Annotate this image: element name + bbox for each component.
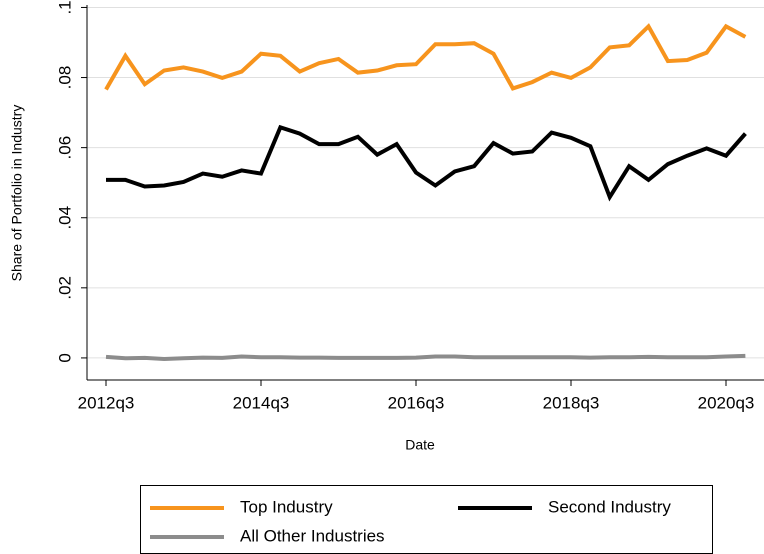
- y-tick-label: .08: [55, 66, 74, 90]
- x-tick-label: 2018q3: [543, 393, 600, 412]
- x-axis-title: Date: [405, 437, 435, 453]
- y-axis-title: Share of Portfolio in Industry: [9, 105, 25, 282]
- series-line: [106, 124, 747, 202]
- legend-box: [140, 485, 713, 554]
- legend-label: Top Industry: [240, 497, 333, 516]
- y-tick-label: .04: [55, 206, 74, 230]
- y-tick-label: 0: [55, 353, 74, 362]
- x-tick-label: 2012q3: [78, 393, 135, 412]
- y-tick-label: .06: [55, 136, 74, 160]
- series-line: [105, 353, 746, 361]
- legend-label: All Other Industries: [240, 526, 385, 545]
- x-tick-label: 2014q3: [233, 393, 290, 412]
- legend-label: Second Industry: [548, 497, 671, 516]
- y-tick-label: .02: [55, 276, 74, 300]
- x-tick-label: 2020q3: [698, 393, 755, 412]
- y-tick-label: .1: [55, 0, 74, 14]
- x-tick-label: 2016q3: [388, 393, 445, 412]
- series-line: [104, 23, 747, 91]
